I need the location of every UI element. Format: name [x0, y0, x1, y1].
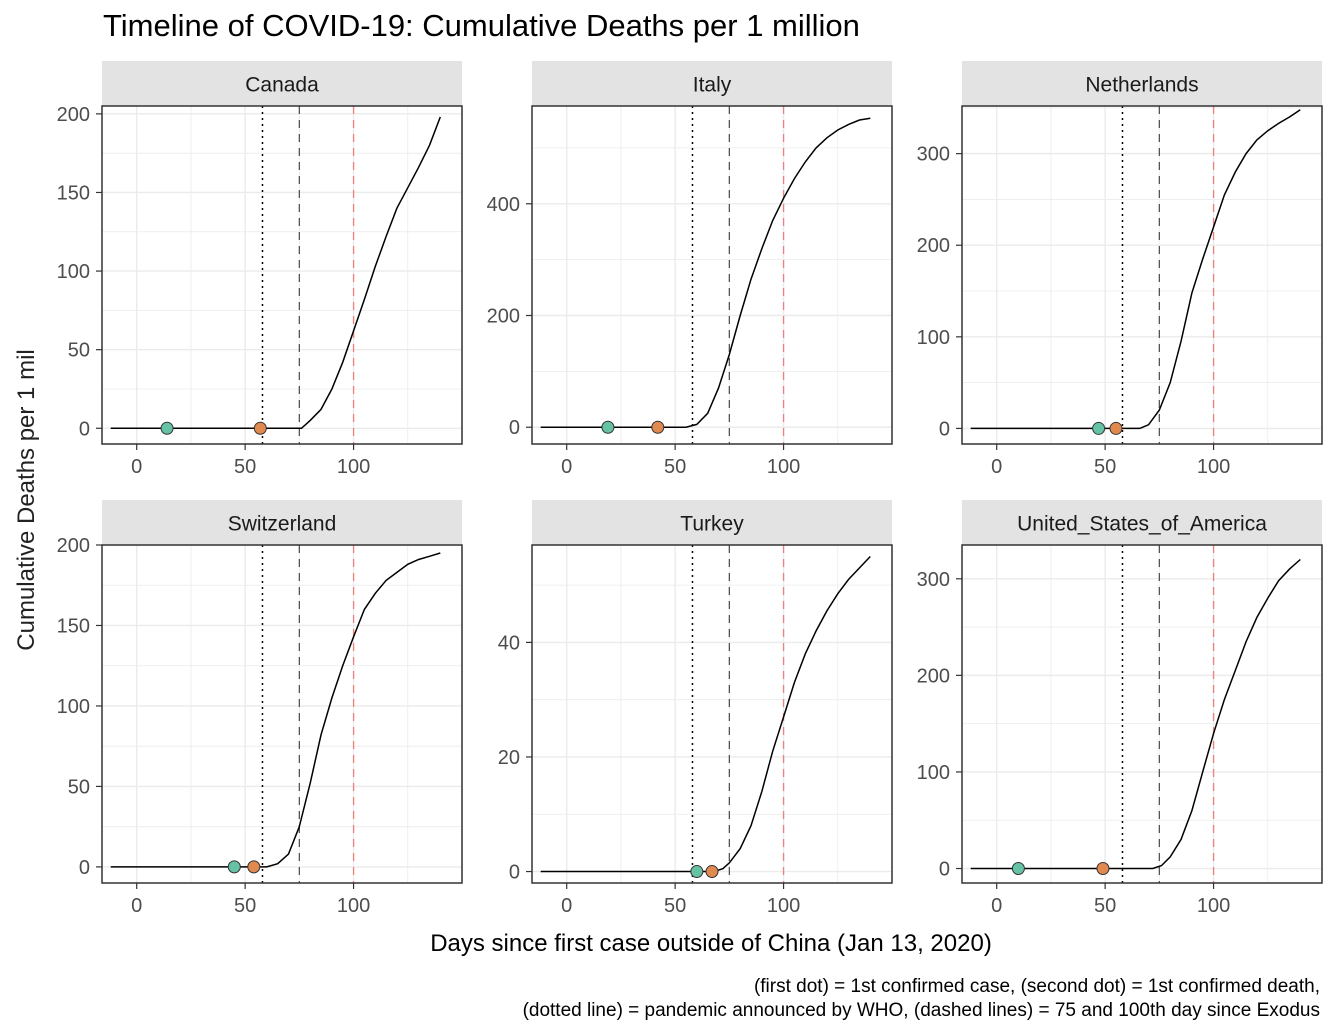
- y-tick-label: 100: [57, 261, 90, 283]
- x-tick-label: 0: [991, 895, 1002, 917]
- x-axis-label: Days since first case outside of China (…: [430, 930, 992, 957]
- cumulative-deaths-line: [110, 116, 442, 430]
- y-tick-label: 0: [939, 859, 950, 881]
- panel-united-states-of-america: United_States_of_America 0 50 100 0 100 200 300: [917, 500, 1323, 917]
- x-tick-label: 0: [131, 456, 142, 478]
- y-tick-label: 150: [57, 615, 90, 637]
- panel-turkey: Turkey 0 50 100 0 20 40: [498, 500, 893, 917]
- x-tick-label: 0: [561, 895, 572, 917]
- panel-border: [101, 544, 463, 884]
- first-case-dot: [1011, 862, 1025, 876]
- panel-border: [961, 544, 1323, 884]
- y-tick-label: 150: [57, 182, 90, 204]
- x-tick-label: 100: [1197, 895, 1230, 917]
- facet-strip: [962, 61, 1322, 106]
- panel-switzerland: Switzerland 0 50 100 0 50 100 150 200: [57, 500, 463, 917]
- panel-netherlands: Netherlands 0 50 100 0 100 200 300: [917, 61, 1323, 478]
- facet-strip-label: United_States_of_America: [1017, 513, 1267, 536]
- caption-line-1: (first dot) = 1st confirmed case, (secon…: [754, 976, 1320, 997]
- facet-strip-label: Switzerland: [228, 513, 337, 536]
- panel-italy: Italy 0 50 100 0 200 400: [487, 61, 893, 478]
- facet-strip: [962, 500, 1322, 545]
- y-tick-label: 0: [79, 418, 90, 440]
- x-tick-label: 50: [664, 456, 686, 478]
- y-tick-label: 0: [509, 417, 520, 439]
- y-tick-label: 200: [57, 535, 90, 557]
- y-tick-label: 50: [68, 776, 90, 798]
- x-tick-label: 50: [234, 456, 256, 478]
- first-case-dot: [160, 421, 174, 435]
- first-case-dot: [227, 860, 241, 874]
- facet-strip: [102, 500, 462, 545]
- y-tick-label: 50: [68, 340, 90, 362]
- y-tick-label: 300: [917, 144, 950, 166]
- y-tick-label: 200: [917, 235, 950, 257]
- y-tick-label: 0: [509, 862, 520, 884]
- facet-strip-label: Canada: [245, 74, 319, 97]
- panel-background: [962, 545, 1322, 883]
- facet-strip: [532, 61, 892, 106]
- first-case-dot: [601, 420, 615, 434]
- panel-canada: Canada 0 50 100 0 50 100 150 200: [57, 61, 463, 478]
- y-tick-label: 100: [917, 762, 950, 784]
- x-tick-label: 0: [991, 456, 1002, 478]
- first-death-dot: [651, 420, 665, 434]
- y-tick-label: 200: [487, 306, 520, 328]
- y-tick-label: 400: [487, 194, 520, 216]
- cumulative-deaths-line: [970, 558, 1301, 870]
- facet-strip-label: Italy: [693, 74, 732, 97]
- panel-background: [962, 106, 1322, 444]
- facet-strip: [102, 61, 462, 106]
- first-death-dot: [253, 421, 267, 435]
- y-tick-label: 0: [939, 418, 950, 440]
- x-tick-label: 100: [1197, 456, 1230, 478]
- facet-strip: [532, 500, 892, 545]
- panel-background: [102, 106, 462, 444]
- panel-border: [531, 105, 893, 445]
- facet-strip-label: Netherlands: [1085, 74, 1198, 97]
- y-tick-label: 20: [498, 747, 520, 769]
- y-axis-label: Cumulative Deaths per 1 mil: [13, 349, 40, 650]
- x-tick-label: 50: [234, 895, 256, 917]
- panel-border: [101, 105, 463, 445]
- first-case-dot: [690, 865, 704, 879]
- panel-background: [532, 545, 892, 883]
- x-tick-label: 50: [664, 895, 686, 917]
- chart-title: Timeline of COVID-19: Cumulative Deaths …: [103, 8, 860, 43]
- x-tick-label: 100: [767, 456, 800, 478]
- cumulative-deaths-line: [540, 117, 871, 428]
- y-tick-label: 100: [57, 696, 90, 718]
- cumulative-deaths-line: [540, 555, 871, 873]
- facet-strip-label: Turkey: [680, 513, 744, 536]
- first-death-dot: [247, 860, 261, 874]
- y-tick-label: 100: [917, 327, 950, 349]
- panel-border: [961, 105, 1323, 445]
- y-tick-label: 0: [79, 857, 90, 879]
- x-tick-label: 0: [131, 895, 142, 917]
- first-death-dot: [705, 865, 719, 879]
- first-death-dot: [1109, 421, 1123, 435]
- x-tick-label: 100: [337, 456, 370, 478]
- y-tick-label: 300: [917, 569, 950, 591]
- panel-border: [531, 544, 893, 884]
- x-tick-label: 50: [1094, 895, 1116, 917]
- cumulative-deaths-line: [970, 109, 1301, 430]
- x-tick-label: 50: [1094, 456, 1116, 478]
- first-death-dot: [1096, 862, 1110, 876]
- y-tick-label: 40: [498, 632, 520, 654]
- panel-background: [532, 106, 892, 444]
- y-tick-label: 200: [57, 104, 90, 126]
- y-tick-label: 200: [917, 665, 950, 687]
- x-tick-label: 100: [337, 895, 370, 917]
- cumulative-deaths-line: [110, 552, 441, 868]
- x-tick-label: 100: [767, 895, 800, 917]
- first-case-dot: [1092, 421, 1106, 435]
- x-tick-label: 0: [561, 456, 572, 478]
- caption-line-2: (dotted line) = pandemic announced by WH…: [523, 1000, 1320, 1021]
